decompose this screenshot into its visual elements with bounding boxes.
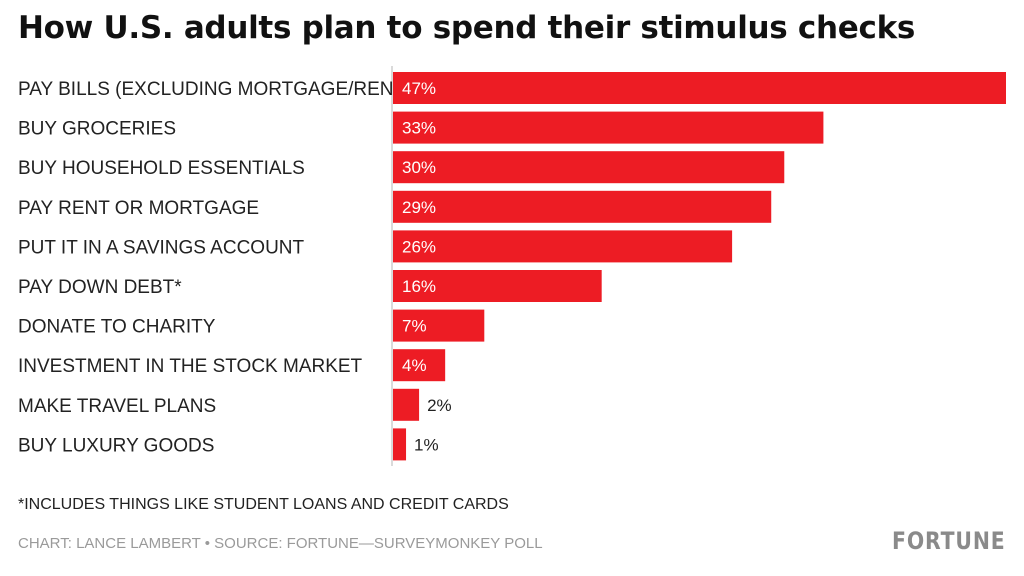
footnote: *INCLUDES THINGS LIKE STUDENT LOANS AND … — [18, 496, 509, 513]
value-label: 47% — [402, 79, 436, 98]
bar — [393, 72, 1006, 104]
value-label: 33% — [402, 119, 436, 138]
category-label: BUY GROCERIES — [18, 119, 176, 140]
value-label: 29% — [402, 198, 436, 217]
source-credit: CHART: LANCE LAMBERT • SOURCE: FORTUNE—S… — [18, 535, 543, 552]
brand-logo: FORTUNE — [892, 527, 1006, 555]
category-label: BUY HOUSEHOLD ESSENTIALS — [18, 158, 305, 179]
bar — [393, 190, 772, 223]
value-label: 1% — [414, 435, 439, 454]
category-label: PAY RENT OR MORTGAGE — [18, 198, 259, 219]
category-label: PAY BILLS (EXCLUDING MORTGAGE/RENT) — [18, 79, 411, 100]
bar — [393, 309, 485, 342]
bar — [393, 270, 602, 302]
bar — [393, 230, 733, 263]
category-label: DONATE TO CHARITY — [18, 317, 216, 338]
category-label: PAY DOWN DEBT* — [18, 277, 182, 298]
value-label: 2% — [427, 396, 452, 415]
category-label: BUY LUXURY GOODS — [18, 435, 214, 456]
value-label: 26% — [402, 237, 436, 256]
value-label: 7% — [402, 317, 427, 336]
bar — [393, 151, 785, 184]
category-label: MAKE TRAVEL PLANS — [18, 396, 216, 417]
value-label: 4% — [402, 356, 427, 375]
value-label: 16% — [402, 277, 436, 296]
bar — [393, 111, 824, 144]
category-label: INVESTMENT IN THE STOCK MARKET — [18, 356, 363, 377]
bar — [393, 388, 420, 421]
category-label: PUT IT IN A SAVINGS ACCOUNT — [18, 237, 305, 258]
chart-title: How U.S. adults plan to spend their stim… — [18, 10, 916, 46]
value-label: 30% — [402, 158, 436, 177]
bar — [393, 349, 446, 382]
bar — [393, 428, 407, 461]
